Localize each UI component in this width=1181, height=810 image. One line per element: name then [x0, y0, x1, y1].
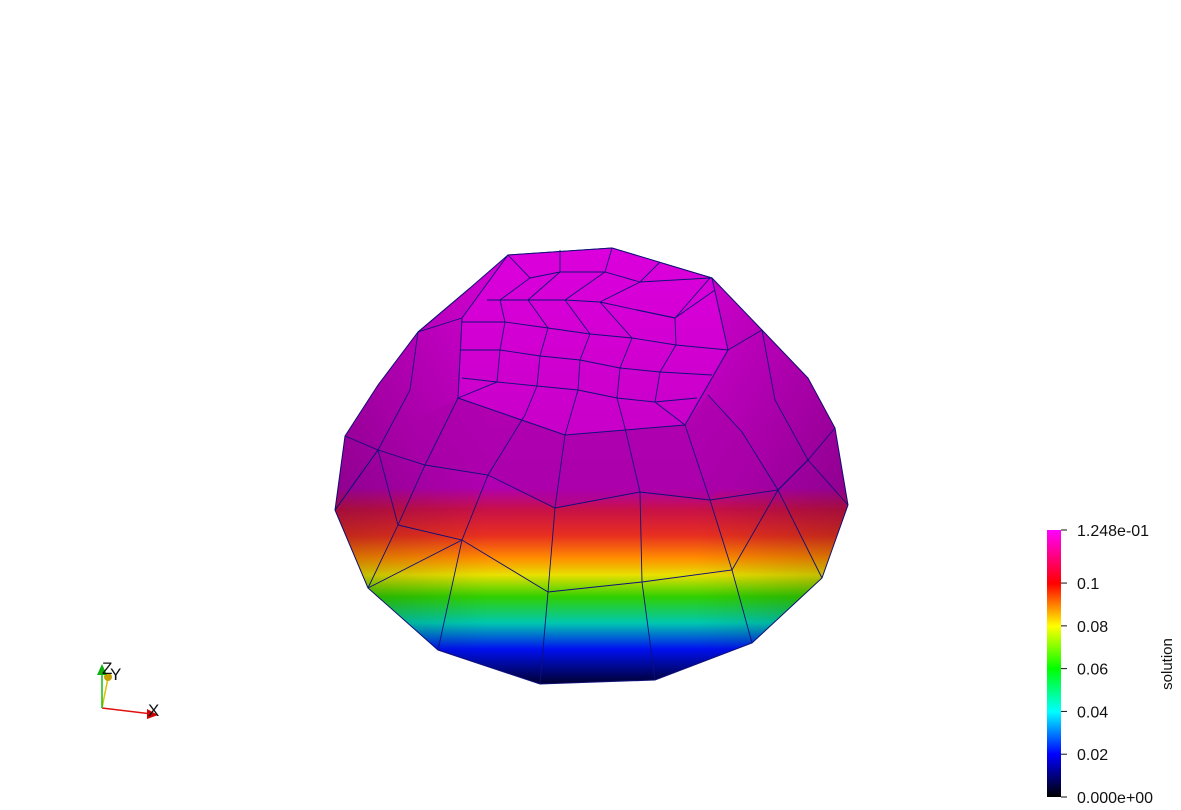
dome-mesh[interactable] [334, 247, 849, 685]
dome-cap [457, 247, 729, 436]
colorbar-tick-label: 0.1 [1077, 576, 1099, 593]
colorbar-gradient [1047, 530, 1061, 797]
color-legend: 1.248e-01 0.000e+00 0.10.080.060.040.02 … [1047, 523, 1176, 807]
x-axis-label: X [148, 701, 159, 720]
colorbar-tick-label: 0.08 [1077, 619, 1108, 636]
colorbar-tick-label: 0.06 [1077, 662, 1108, 679]
colorbar-max-label: 1.248e-01 [1077, 523, 1149, 540]
dome-upper-ring [418, 395, 752, 508]
y-axis-line [101, 677, 109, 709]
z-axis-label: Z [102, 659, 112, 678]
colorbar-title: solution [1159, 638, 1176, 690]
cap-grid [457, 247, 729, 436]
side-rings [334, 449, 809, 593]
colorbar-tick-label: 0.04 [1077, 704, 1108, 721]
colorbar-min-label: 0.000e+00 [1077, 790, 1153, 807]
y-axis-label: Y [110, 665, 121, 684]
z-axis-arrowhead [97, 664, 107, 675]
x-axis-line [101, 707, 153, 715]
x-axis-arrowhead [147, 709, 158, 719]
colorbar-tick-label: 0.02 [1077, 747, 1108, 764]
orientation-axes: X Z Y [97, 659, 159, 720]
